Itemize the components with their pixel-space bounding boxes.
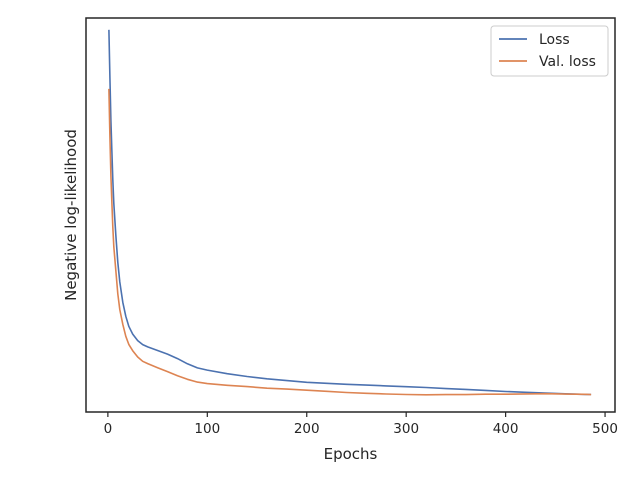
x-tick-label: 500 [592, 421, 618, 437]
legend: Loss Val. loss [490, 25, 609, 77]
x-tick-label: 0 [104, 421, 113, 437]
series-line-1 [108, 29, 592, 396]
x-tick-label: 400 [493, 421, 519, 437]
x-axis-label: Epochs [324, 445, 378, 463]
legend-label: Loss [539, 32, 570, 48]
series-line-2 [108, 88, 592, 396]
x-tick-label: 100 [194, 421, 220, 437]
series-layer [108, 29, 592, 396]
x-tick-label: 200 [294, 421, 320, 437]
x-axis-ticks: 0 100 200 300 400 500 [104, 412, 618, 437]
plot-frame [85, 17, 616, 413]
y-axis-label: Negative log-likelihood [62, 129, 80, 301]
x-tick-label: 300 [393, 421, 419, 437]
legend-label: Val. loss [539, 54, 596, 70]
